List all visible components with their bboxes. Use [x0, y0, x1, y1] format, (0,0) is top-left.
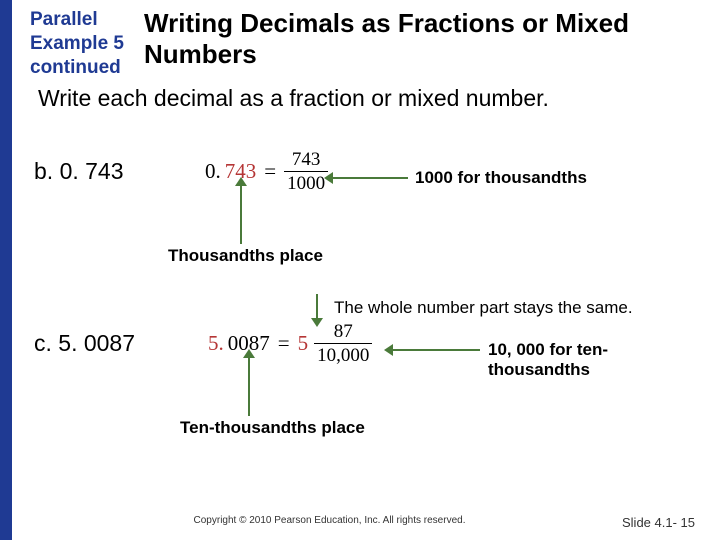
eq-c-mixed-int: 5: [298, 331, 309, 356]
annot-b-right: 1000 for thousandths: [415, 168, 587, 188]
footer: Copyright © 2010 Pearson Education, Inc.…: [12, 515, 720, 530]
frac-denominator: 1000: [284, 171, 328, 193]
eq-c-lhs-int: 5.: [208, 331, 224, 356]
arrow-c-down: [248, 354, 250, 416]
eq-c-fraction: 87 10,000: [314, 322, 372, 365]
whole-number-note: The whole number part stays the same.: [334, 298, 633, 318]
page-title: Writing Decimals as Fractions or Mixed N…: [144, 8, 702, 70]
arrow-c-up: [316, 294, 318, 320]
slide-number: Slide 4.1- 15: [622, 515, 695, 530]
arrow-c-up-head: [311, 318, 323, 327]
arrow-c-right: [390, 349, 480, 351]
eq-c-equals: =: [278, 331, 290, 356]
frac-c-denominator: 10,000: [314, 343, 372, 365]
copyright-text: Copyright © 2010 Pearson Education, Inc.…: [194, 515, 466, 530]
header: Parallel Example 5 continued Writing Dec…: [30, 8, 702, 79]
problem-b-equation: 0. 743 = 743 1000: [205, 150, 328, 193]
annot-b-below: Thousandths place: [168, 246, 323, 266]
arrow-b-right-head: [324, 172, 333, 184]
arrow-c-down-head: [243, 349, 255, 358]
left-accent-bar: [0, 0, 12, 540]
problem-c: c. 5. 0087 5.0087 = 5 87 10,000 10, 000 …: [30, 324, 702, 484]
frac-c-numerator: 87: [331, 322, 356, 343]
arrow-b-down-head: [235, 177, 247, 186]
arrow-c-right-head: [384, 344, 393, 356]
problem-b: b. 0. 743 0. 743 = 743 1000 1000 for thou…: [30, 152, 702, 292]
arrow-b-right: [330, 177, 408, 179]
annot-c-below: Ten-thousandths place: [180, 418, 365, 438]
eq-fraction: 743 1000: [284, 150, 328, 193]
slide-content: Parallel Example 5 continued Writing Dec…: [12, 0, 720, 540]
problem-c-label: c. 5. 0087: [34, 330, 135, 357]
problem-b-label: b. 0. 743: [34, 158, 124, 185]
arrow-b-down: [240, 182, 242, 244]
problem-c-equation: 5.0087 = 5 87 10,000: [208, 322, 372, 365]
frac-numerator: 743: [289, 150, 324, 171]
instruction-text: Write each decimal as a fraction or mixe…: [38, 85, 702, 112]
example-label: Parallel Example 5 continued: [30, 8, 124, 79]
annot-c-right: 10, 000 for ten-thousandths: [488, 340, 702, 380]
eq-lhs-int: 0.: [205, 159, 221, 184]
eq-equals: =: [264, 159, 276, 184]
